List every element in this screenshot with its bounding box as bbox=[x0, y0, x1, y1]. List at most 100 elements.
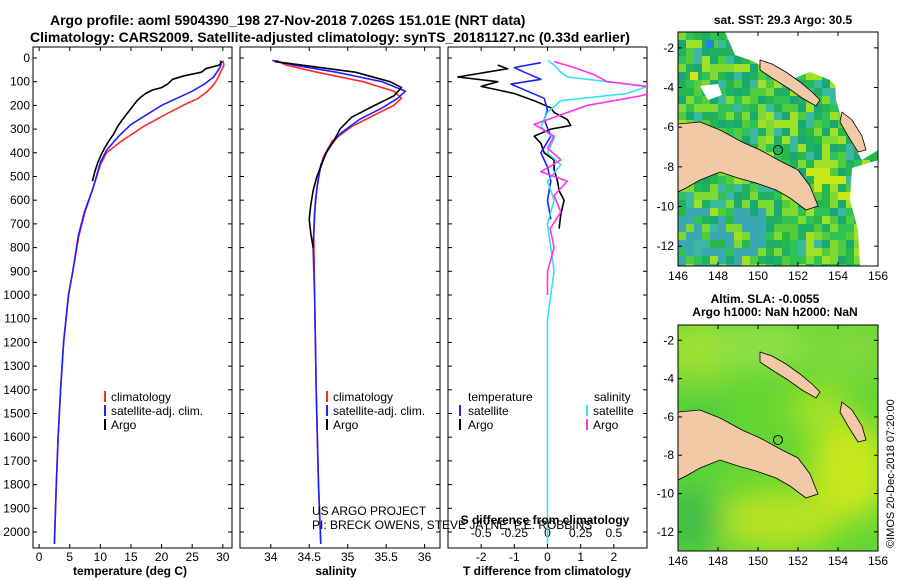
sst-cell bbox=[726, 56, 734, 64]
sst-cell bbox=[734, 120, 742, 128]
salinity-axis: 34 34.5 35 35.5 36 bbox=[240, 47, 440, 564]
sst-cell bbox=[838, 160, 846, 168]
x-tick-label: -2 bbox=[476, 550, 487, 564]
sst-cell bbox=[782, 224, 790, 232]
sst-cell bbox=[758, 88, 766, 96]
sst-cell bbox=[798, 216, 806, 224]
salinity-legend: climatology satellite-adj. clim. Argo bbox=[326, 390, 425, 432]
sst-cell bbox=[766, 88, 774, 96]
sst-cell bbox=[750, 136, 758, 144]
sst-cell bbox=[830, 88, 838, 96]
sst-cell bbox=[814, 88, 822, 96]
difference-xlabel-salinity: S difference from climatology bbox=[461, 513, 630, 527]
sst-cell bbox=[814, 104, 822, 112]
sst-cell bbox=[726, 72, 734, 80]
sst-cell bbox=[702, 224, 710, 232]
sst-cell bbox=[678, 200, 686, 208]
sst-cell bbox=[790, 216, 798, 224]
sst-cell bbox=[830, 208, 838, 216]
sst-cell bbox=[686, 104, 694, 112]
difference-axis: -2 -1 0 1 2-0.5 -0.25 0 0.25 0.5 bbox=[448, 47, 647, 564]
sst-cell bbox=[678, 232, 686, 240]
sst-cell bbox=[790, 200, 798, 208]
sst-cell bbox=[798, 160, 806, 168]
sst-cell bbox=[814, 136, 822, 144]
sst-cell bbox=[702, 184, 710, 192]
sla-map-title: Altim. SLA: -0.0055 bbox=[711, 292, 820, 306]
sst-cell bbox=[758, 216, 766, 224]
map-x-label: 146 bbox=[668, 269, 688, 283]
sst-cell bbox=[814, 200, 822, 208]
sst-cell bbox=[742, 104, 750, 112]
sst-cell bbox=[686, 112, 694, 120]
sst-cell bbox=[814, 80, 822, 88]
sst-cell bbox=[838, 144, 846, 152]
sst-cell bbox=[774, 216, 782, 224]
sst-cell bbox=[758, 232, 766, 240]
sst-cell bbox=[766, 248, 774, 256]
sst-cell bbox=[774, 88, 782, 96]
sst-cell bbox=[718, 176, 726, 184]
series-climatology bbox=[53, 60, 225, 544]
sst-cell bbox=[830, 240, 838, 248]
sst-cell bbox=[854, 152, 862, 160]
sst-cell bbox=[790, 144, 798, 152]
sst-cell bbox=[774, 104, 782, 112]
depth-label: 0 bbox=[23, 51, 30, 65]
sst-cell bbox=[718, 48, 726, 56]
sst-cell bbox=[710, 256, 718, 264]
sst-cell bbox=[694, 104, 702, 112]
map-x-label: 148 bbox=[708, 554, 728, 568]
sst-cell bbox=[702, 64, 710, 72]
sst-cell bbox=[702, 192, 710, 200]
sst-cell bbox=[766, 240, 774, 248]
series-s-satellite bbox=[540, 59, 647, 544]
legend-label-argo: Argo bbox=[111, 418, 137, 432]
sst-cell bbox=[814, 72, 822, 80]
sst-cell bbox=[694, 96, 702, 104]
sst-cell bbox=[798, 136, 806, 144]
sst-cell bbox=[782, 96, 790, 104]
sst-cell bbox=[710, 192, 718, 200]
sst-cell bbox=[846, 160, 854, 168]
sst-cell bbox=[710, 224, 718, 232]
sst-cell bbox=[790, 112, 798, 120]
sst-cell bbox=[726, 80, 734, 88]
sst-cell bbox=[854, 264, 862, 266]
sst-cell bbox=[694, 88, 702, 96]
sst-cell bbox=[718, 32, 726, 40]
sst-cell bbox=[702, 176, 710, 184]
depth-label: 1700 bbox=[3, 454, 30, 468]
sst-cell bbox=[718, 120, 726, 128]
sst-cell bbox=[718, 216, 726, 224]
map-y-label: -6 bbox=[663, 410, 674, 424]
sst-cell bbox=[814, 248, 822, 256]
sst-cell bbox=[846, 152, 854, 160]
sst-cell bbox=[790, 256, 798, 264]
sst-cell bbox=[726, 192, 734, 200]
sst-cell bbox=[710, 240, 718, 248]
sst-cell bbox=[694, 112, 702, 120]
sst-cell bbox=[678, 216, 686, 224]
sst-cell bbox=[694, 40, 702, 48]
sst-cell bbox=[782, 144, 790, 152]
sst-cell bbox=[766, 232, 774, 240]
sst-cell bbox=[702, 264, 710, 266]
sst-cell bbox=[838, 168, 846, 176]
sst-cell bbox=[758, 200, 766, 208]
sst-cell bbox=[750, 64, 758, 72]
sst-cell bbox=[838, 128, 846, 136]
map-y-label: -10 bbox=[657, 487, 675, 501]
sst-cell bbox=[718, 112, 726, 120]
sst-cell bbox=[790, 264, 798, 266]
sst-cell bbox=[774, 136, 782, 144]
salinity-panel-frame bbox=[239, 46, 441, 549]
sst-cell bbox=[742, 256, 750, 264]
series-satellite-adj-clim- bbox=[53, 60, 222, 544]
legend-label-t-argo: Argo bbox=[468, 418, 494, 432]
legend-swatch-satellite bbox=[326, 405, 328, 416]
sst-cell bbox=[734, 96, 742, 104]
x-tick-label: 1 bbox=[577, 550, 584, 564]
sst-cell bbox=[686, 40, 694, 48]
sst-cell bbox=[854, 232, 862, 240]
